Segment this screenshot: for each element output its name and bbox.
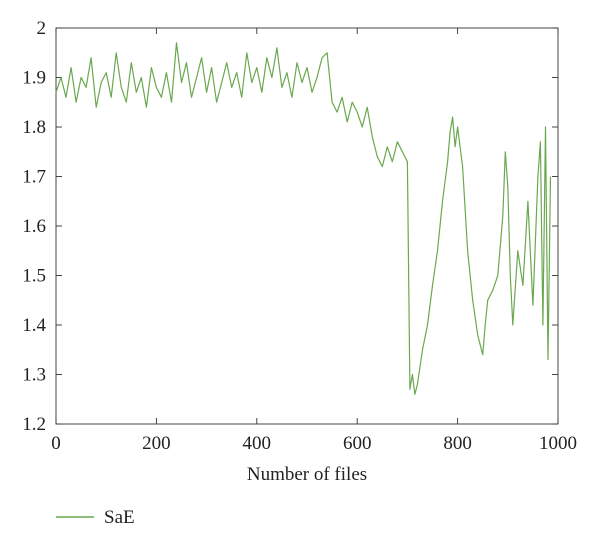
x-tick-label: 1000 — [539, 433, 577, 454]
x-axis-label: Number of files — [247, 464, 367, 485]
axis-tick-labels: 0 200 400 600 800 1000 1.2 1.3 1.4 1.5 1.6 1.7 1.8 1.… — [22, 18, 577, 454]
x-tick-label: 400 — [243, 433, 272, 454]
legend: SaE — [56, 507, 135, 528]
y-tick-label: 1.2 — [22, 414, 46, 435]
plot-frame — [55, 27, 559, 425]
x-tick-label: 800 — [443, 433, 472, 454]
y-tick-label: 1.3 — [22, 365, 46, 386]
axis-ticks — [55, 27, 559, 425]
series-layer — [55, 42, 552, 395]
y-tick-label: 2 — [37, 18, 47, 39]
series-line-sae — [55, 42, 552, 395]
x-tick-label: 600 — [343, 433, 372, 454]
legend-label: SaE — [104, 507, 135, 528]
y-tick-label: 1.8 — [22, 117, 46, 138]
y-tick-label: 1.9 — [22, 68, 46, 89]
x-tick-label: 200 — [142, 433, 171, 454]
y-tick-label: 1.7 — [22, 167, 46, 188]
y-tick-label: 1.4 — [22, 315, 46, 336]
y-tick-label: 1.5 — [22, 266, 46, 287]
x-tick-label: 0 — [51, 433, 61, 454]
y-tick-label: 1.6 — [22, 216, 46, 237]
